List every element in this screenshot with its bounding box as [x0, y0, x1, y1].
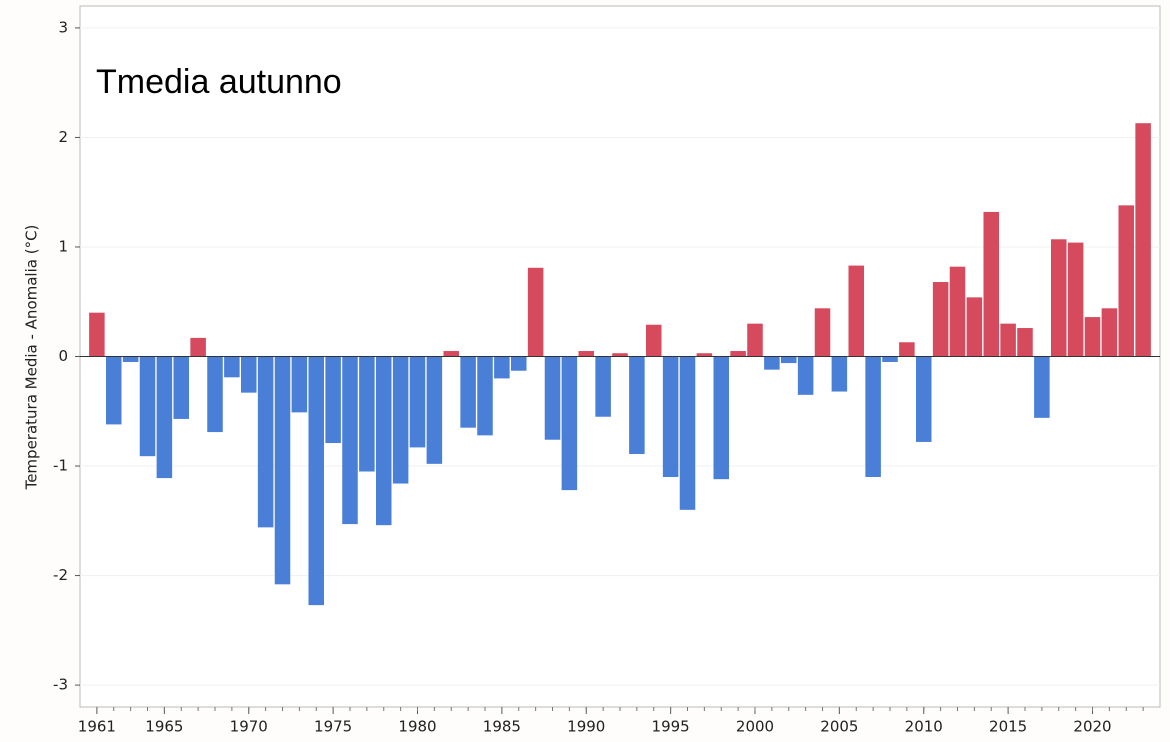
- bar: [831, 356, 848, 392]
- bar: [1067, 242, 1084, 357]
- bar: [375, 356, 392, 526]
- bar: [1118, 205, 1135, 357]
- bar: [359, 356, 375, 472]
- bar: [629, 356, 645, 454]
- bar: [89, 312, 105, 357]
- bar: [409, 356, 426, 448]
- y-tick-label: -1: [53, 457, 68, 475]
- bar: [1101, 308, 1118, 357]
- bar: [1000, 323, 1016, 357]
- x-tick-label: 1965: [145, 718, 183, 736]
- y-tick-label: 0: [58, 347, 68, 365]
- bar: [899, 342, 915, 357]
- x-tick-label: 2020: [1073, 718, 1111, 736]
- bar: [207, 356, 223, 433]
- bar: [173, 356, 190, 419]
- bar: [882, 356, 898, 362]
- bar: [122, 356, 139, 362]
- y-tick-label: -3: [53, 676, 68, 694]
- bar: [713, 356, 730, 480]
- bar: [645, 324, 662, 357]
- y-tick-label: -2: [53, 566, 68, 584]
- bar: [527, 267, 544, 357]
- bar: [932, 282, 949, 357]
- bar: [1084, 317, 1101, 357]
- x-tick-label: 1985: [483, 718, 521, 736]
- bar: [477, 356, 493, 436]
- bar: [747, 323, 763, 357]
- bar: [780, 356, 797, 364]
- bar: [240, 356, 257, 393]
- bar: [797, 356, 814, 395]
- bar: [510, 356, 527, 371]
- bar: [865, 356, 881, 477]
- bar: [308, 356, 325, 606]
- bar: [848, 265, 865, 357]
- bar: [342, 356, 358, 525]
- x-tick-label: 2010: [905, 718, 943, 736]
- bar: [291, 356, 308, 413]
- bar: [325, 356, 341, 444]
- bar: [915, 356, 932, 442]
- bar: [274, 356, 291, 585]
- x-tick-label: 2005: [820, 718, 858, 736]
- x-tick-label: 1995: [652, 718, 690, 736]
- bar: [764, 356, 780, 370]
- bar: [1135, 123, 1151, 357]
- y-tick-label: 3: [58, 18, 68, 36]
- bar: [578, 351, 595, 357]
- bar: [949, 266, 966, 357]
- bar: [1017, 328, 1033, 357]
- bar: [443, 351, 460, 357]
- bar: [983, 211, 1000, 357]
- x-tick-label: 1990: [567, 718, 605, 736]
- bar: [696, 353, 713, 357]
- bar: [224, 356, 240, 378]
- chart-title: Tmedia autunno: [96, 63, 342, 101]
- x-tick-label: 2000: [736, 718, 774, 736]
- bar: [544, 356, 561, 440]
- bar: [814, 308, 831, 357]
- y-tick-label: 2: [58, 128, 68, 146]
- x-tick-label: 1975: [314, 718, 352, 736]
- bar: [257, 356, 274, 528]
- bar: [662, 356, 679, 477]
- bar: [105, 356, 122, 425]
- x-tick-label: 1970: [230, 718, 268, 736]
- y-tick-label: 1: [58, 237, 68, 255]
- bar: [612, 353, 628, 357]
- bar: [1034, 356, 1050, 418]
- bar: [190, 337, 206, 357]
- bar: [139, 356, 156, 457]
- bar: [679, 356, 696, 510]
- y-axis-label: Temperatura Media - Anomalia (°C): [23, 225, 41, 491]
- bar: [561, 356, 578, 491]
- x-tick-label: 2015: [989, 718, 1027, 736]
- bar: [966, 297, 983, 357]
- x-tick-label: 1961: [78, 718, 116, 736]
- bar: [730, 351, 746, 357]
- bar: [494, 356, 510, 379]
- bar: [595, 356, 611, 417]
- bar: [156, 356, 173, 479]
- bar: [1050, 239, 1067, 357]
- x-tick-label: 1980: [398, 718, 436, 736]
- bar: [392, 356, 409, 484]
- bar: [460, 356, 476, 428]
- bar: [426, 356, 443, 464]
